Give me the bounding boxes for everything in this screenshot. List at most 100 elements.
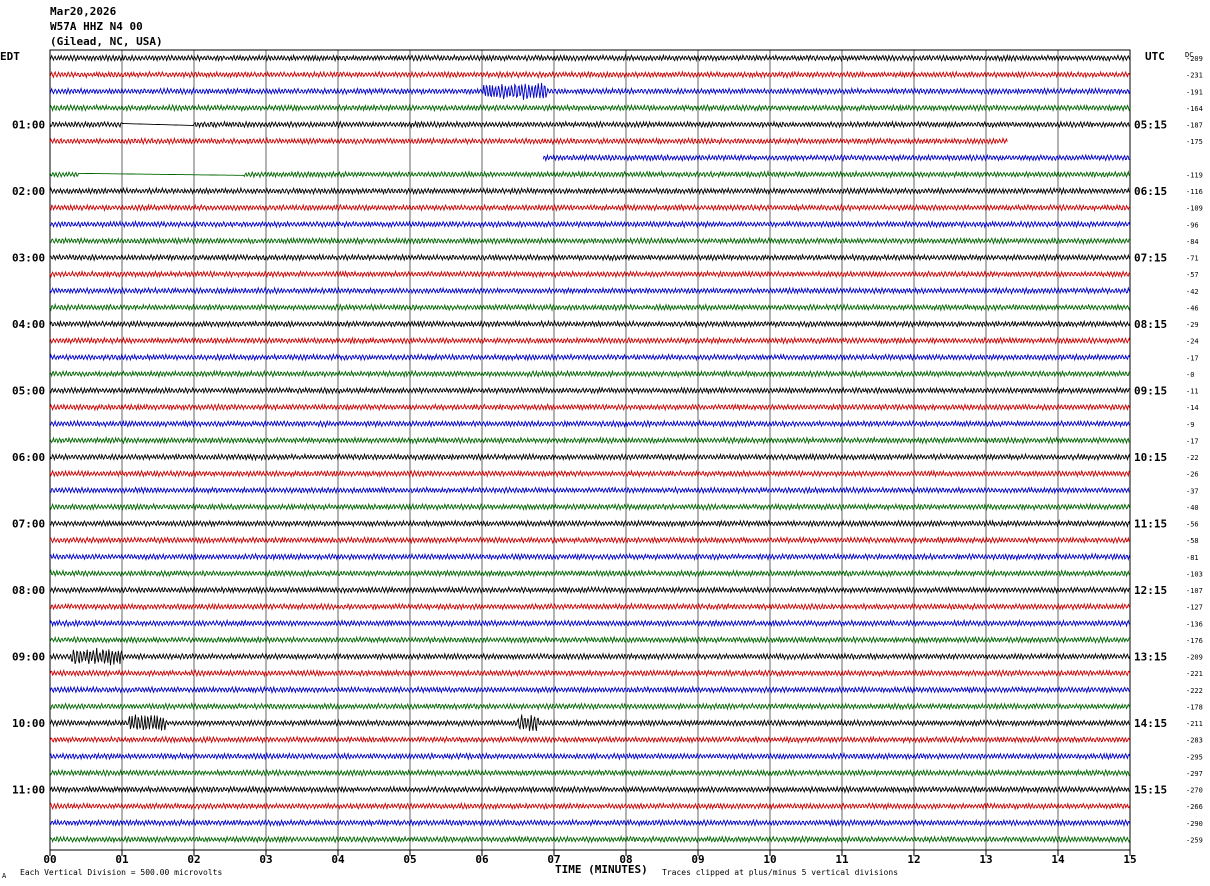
trace-line xyxy=(542,153,1130,163)
dc-offset-label: -187 xyxy=(1186,122,1203,130)
x-tick-label: 00 xyxy=(43,853,56,866)
trace-line xyxy=(49,253,1131,262)
left-time-label: 05:00 xyxy=(12,385,45,398)
dc-offset-label: -17 xyxy=(1186,437,1199,445)
trace-line xyxy=(49,302,1131,312)
dc-offset-label: -40 xyxy=(1186,504,1199,512)
trace-line xyxy=(49,818,1131,828)
trace-line xyxy=(49,386,1131,395)
left-time-label: 07:00 xyxy=(12,518,45,531)
x-tick-label: 14 xyxy=(1051,853,1065,866)
dc-offset-label: -96 xyxy=(1186,221,1199,229)
trace-line xyxy=(49,502,1131,512)
dc-offset-label: -116 xyxy=(1186,188,1203,196)
right-time-label: 13:15 xyxy=(1134,651,1167,664)
label-group: EDT UTC DC Each Vertical Division = 500.… xyxy=(0,50,1203,880)
dc-offset-label: -22 xyxy=(1186,454,1199,462)
trace-line xyxy=(49,602,1131,612)
right-time-label: 11:15 xyxy=(1134,518,1167,531)
dc-offset-label: -9 xyxy=(1186,421,1194,429)
trace-line xyxy=(49,568,1131,578)
trace-line xyxy=(49,552,1131,562)
left-time-label: 04:00 xyxy=(12,318,45,331)
trace-line xyxy=(49,352,1131,362)
trace-line xyxy=(49,834,1131,844)
scale-note: Each Vertical Division = 500.00 microvol… xyxy=(20,868,222,877)
trace-line xyxy=(49,585,1131,595)
dc-offset-label: -71 xyxy=(1186,255,1199,263)
x-tick-label: 09 xyxy=(691,853,704,866)
right-time-label: 08:15 xyxy=(1134,318,1167,331)
trace-line xyxy=(49,785,1131,794)
trace-line xyxy=(49,219,1131,229)
trace-line xyxy=(49,103,1131,113)
x-tick-label: 02 xyxy=(187,853,200,866)
trace-line xyxy=(49,735,1131,745)
dc-offset-label: -211 xyxy=(1186,720,1203,728)
left-time-label: 02:00 xyxy=(12,185,45,198)
trace-line xyxy=(49,702,1131,711)
dc-offset-label: -107 xyxy=(1186,587,1203,595)
dc-offset-label: -295 xyxy=(1186,753,1203,761)
dc-offset-label: -29 xyxy=(1186,321,1199,329)
left-time-label: 01:00 xyxy=(12,119,45,132)
trace-line xyxy=(49,286,1131,296)
right-time-label: 05:15 xyxy=(1134,119,1167,132)
dc-offset-label: -270 xyxy=(1186,787,1203,795)
left-time-label: 10:00 xyxy=(12,717,45,730)
dc-offset-label: -119 xyxy=(1186,171,1203,179)
trace-line xyxy=(49,685,1131,695)
x-tick-label: 08 xyxy=(619,853,632,866)
plot-frame xyxy=(49,49,1131,851)
trace-line xyxy=(49,635,1131,645)
dc-offset-label: -136 xyxy=(1186,620,1203,628)
trace-line xyxy=(49,618,1131,628)
dc-offset-label: -221 xyxy=(1186,670,1203,678)
trace-line xyxy=(49,801,1131,811)
trace-line xyxy=(49,120,1131,129)
header-location: (Gilead, NC, USA) xyxy=(50,35,163,48)
trace-line xyxy=(49,519,1131,528)
dc-offset-label: -266 xyxy=(1186,803,1203,811)
left-time-label: 08:00 xyxy=(12,584,45,597)
dc-offset-label: -24 xyxy=(1186,338,1199,346)
dc-offset-label: -56 xyxy=(1186,521,1199,529)
dc-offset-label: -103 xyxy=(1186,570,1203,578)
left-time-label: 03:00 xyxy=(12,252,45,265)
dc-offset-label: -84 xyxy=(1186,238,1199,246)
trace-line xyxy=(49,186,1131,196)
trace-line xyxy=(49,768,1131,778)
right-time-label: 07:15 xyxy=(1134,252,1167,265)
dc-offset-label: -209 xyxy=(1186,654,1203,662)
trace-line xyxy=(49,647,1131,666)
trace-line xyxy=(49,751,1131,761)
dc-offset-label: -231 xyxy=(1186,72,1203,80)
dc-offset-label: -191 xyxy=(1186,88,1203,96)
x-tick-label: 01 xyxy=(115,853,129,866)
right-time-label: 10:15 xyxy=(1134,451,1167,464)
right-time-label: 06:15 xyxy=(1134,185,1167,198)
dc-offset-label: -11 xyxy=(1186,388,1199,396)
trace-line xyxy=(49,668,1131,678)
dc-offset-label: -176 xyxy=(1186,637,1203,645)
clip-note: Traces clipped at plus/minus 5 vertical … xyxy=(662,868,898,877)
left-zone-label: EDT xyxy=(0,50,20,63)
dc-offset-label: -81 xyxy=(1186,554,1199,562)
x-axis-title: TIME (MINUTES) xyxy=(555,863,648,876)
right-time-label: 14:15 xyxy=(1134,717,1167,730)
dc-offset-label: -164 xyxy=(1186,105,1203,113)
dc-offset-label: -58 xyxy=(1186,537,1199,545)
trace-line xyxy=(49,136,1008,146)
x-tick-label: 12 xyxy=(907,853,920,866)
right-zone-label: UTC xyxy=(1145,50,1165,63)
trace-line xyxy=(49,469,1131,479)
trace-line xyxy=(49,485,1131,495)
left-time-label: 11:00 xyxy=(12,784,45,797)
dc-offset-label: -42 xyxy=(1186,288,1199,296)
x-tick-label: 06 xyxy=(475,853,489,866)
dc-offset-label: -178 xyxy=(1186,703,1203,711)
trace-group xyxy=(49,53,1131,844)
dc-offset-label: -109 xyxy=(1186,205,1203,213)
trace-line xyxy=(49,82,1131,100)
trace-line xyxy=(49,535,1131,545)
